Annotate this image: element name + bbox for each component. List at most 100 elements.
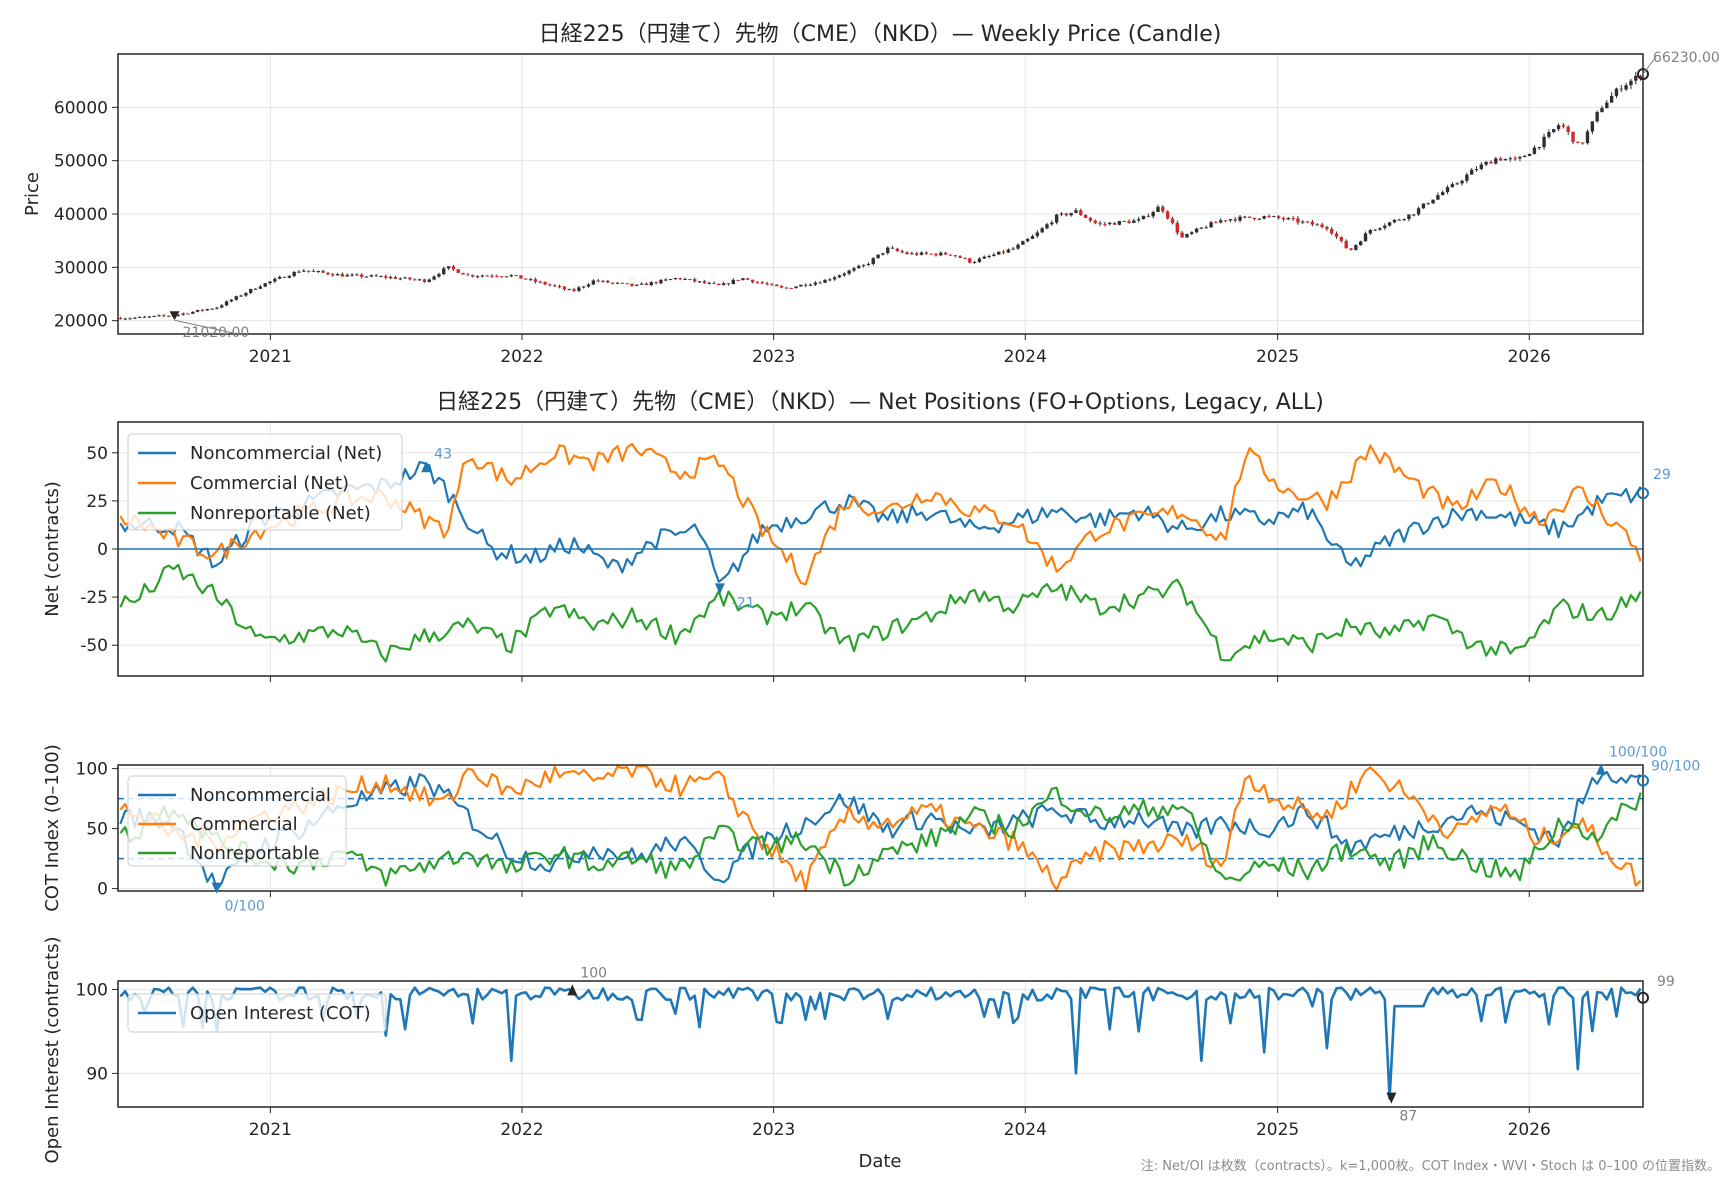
min-marker	[211, 882, 222, 894]
candle-body	[750, 279, 755, 283]
candle-body	[900, 251, 904, 253]
candle-body	[1069, 213, 1073, 216]
candle-body	[823, 279, 827, 283]
candle-body	[1165, 211, 1170, 219]
price-y-ticks: 20000 30000 40000 50000 60000	[54, 98, 118, 332]
x-tick-label: 2024	[1004, 347, 1047, 367]
candle-body	[1421, 203, 1426, 209]
candle-body	[596, 280, 600, 282]
candle-body	[427, 279, 431, 282]
candle-body	[1170, 218, 1175, 223]
candle-body	[828, 279, 832, 281]
candle-body	[1489, 161, 1493, 164]
min-label: 0/100	[225, 899, 265, 915]
max-marker	[1595, 763, 1606, 775]
cot-annotations: 100/100 0/100 90/100	[211, 745, 1700, 915]
candle-body	[1638, 75, 1643, 79]
candle-body	[1136, 219, 1141, 221]
candle-body	[659, 279, 663, 284]
candle-body	[717, 283, 721, 286]
oi-ylabel: Open Interest (contracts)	[42, 936, 63, 1163]
candle-body	[1262, 216, 1266, 219]
y-tick-label: 50000	[54, 152, 108, 172]
candle-body	[1527, 153, 1532, 156]
candle-body	[1498, 158, 1503, 161]
candle-body	[292, 271, 296, 277]
candle-body	[200, 309, 205, 311]
candle-body	[1349, 248, 1353, 250]
candle-body	[1257, 218, 1262, 220]
candle-body	[886, 247, 890, 254]
candle-body	[239, 295, 243, 297]
candle-body	[1354, 245, 1358, 250]
candle-body	[567, 289, 571, 291]
candle-body	[311, 270, 316, 272]
candle-body	[1624, 85, 1628, 90]
candle-body	[832, 277, 837, 280]
candle-body	[852, 268, 856, 271]
candle-body	[1011, 248, 1015, 250]
price-annotations: 66230.00 21020.00	[169, 50, 1720, 341]
candle-body	[939, 252, 943, 256]
candle-body	[1436, 195, 1440, 200]
candle-body	[779, 286, 784, 288]
y-tick-label: 25	[86, 492, 108, 512]
cot-legend: Noncommercial Commercial Nonreportable	[127, 775, 347, 867]
x-tick-label: 2022	[500, 347, 543, 367]
candle-body	[615, 282, 620, 284]
candle-body	[1368, 230, 1373, 234]
candle-body	[524, 278, 528, 280]
candle-body	[466, 274, 470, 276]
candle-body	[326, 272, 330, 275]
candle-body	[1552, 129, 1556, 133]
candle-body	[702, 281, 707, 284]
candle-body	[1054, 214, 1059, 223]
candle-body	[176, 314, 181, 316]
candle-body	[929, 253, 933, 255]
candle-body	[630, 283, 634, 286]
candle-body	[1310, 221, 1315, 225]
x-tick-label: 2021	[249, 1120, 292, 1140]
candle-body	[123, 318, 127, 320]
candle-body	[234, 296, 238, 300]
candle-body	[707, 282, 711, 284]
min-marker	[169, 311, 180, 321]
candle-body	[229, 299, 234, 302]
candle-body	[1556, 125, 1561, 130]
candle-body	[1518, 157, 1522, 159]
candle-body	[451, 266, 456, 270]
candle-body	[316, 270, 320, 272]
candle-body	[181, 313, 185, 315]
candle-body	[1330, 228, 1334, 234]
candle-body	[519, 275, 523, 279]
price-x-ticks: 2021 2022 2023 2024 2025 2026	[249, 334, 1551, 367]
candle-body	[837, 275, 842, 278]
candle-body	[128, 318, 132, 320]
min-marker	[714, 583, 725, 595]
candle-body	[220, 305, 224, 308]
candle-body	[442, 268, 446, 275]
legend-label: Nonreportable (Net)	[190, 503, 371, 524]
candle-body	[446, 266, 451, 269]
candle-body	[495, 276, 499, 278]
legend-box	[127, 993, 387, 1033]
legend-label: Commercial	[190, 814, 298, 835]
candle-body	[205, 309, 209, 311]
candle-body	[1561, 125, 1566, 127]
candle-body	[1363, 233, 1368, 242]
candle-body	[635, 284, 639, 286]
candle-body	[601, 280, 605, 282]
cot-lines	[119, 765, 1642, 891]
candle-body	[943, 252, 948, 255]
candle-body	[1035, 232, 1040, 237]
candle-body	[1605, 102, 1609, 109]
candle-body	[910, 253, 914, 255]
candle-body	[331, 274, 335, 276]
candle-body	[191, 311, 195, 314]
candle-body	[490, 275, 494, 277]
candle-body	[866, 263, 871, 265]
net-x-ticks	[269, 676, 1530, 682]
candle-body	[1233, 219, 1237, 221]
candle-body	[1204, 227, 1208, 229]
candle-body	[1050, 222, 1054, 225]
